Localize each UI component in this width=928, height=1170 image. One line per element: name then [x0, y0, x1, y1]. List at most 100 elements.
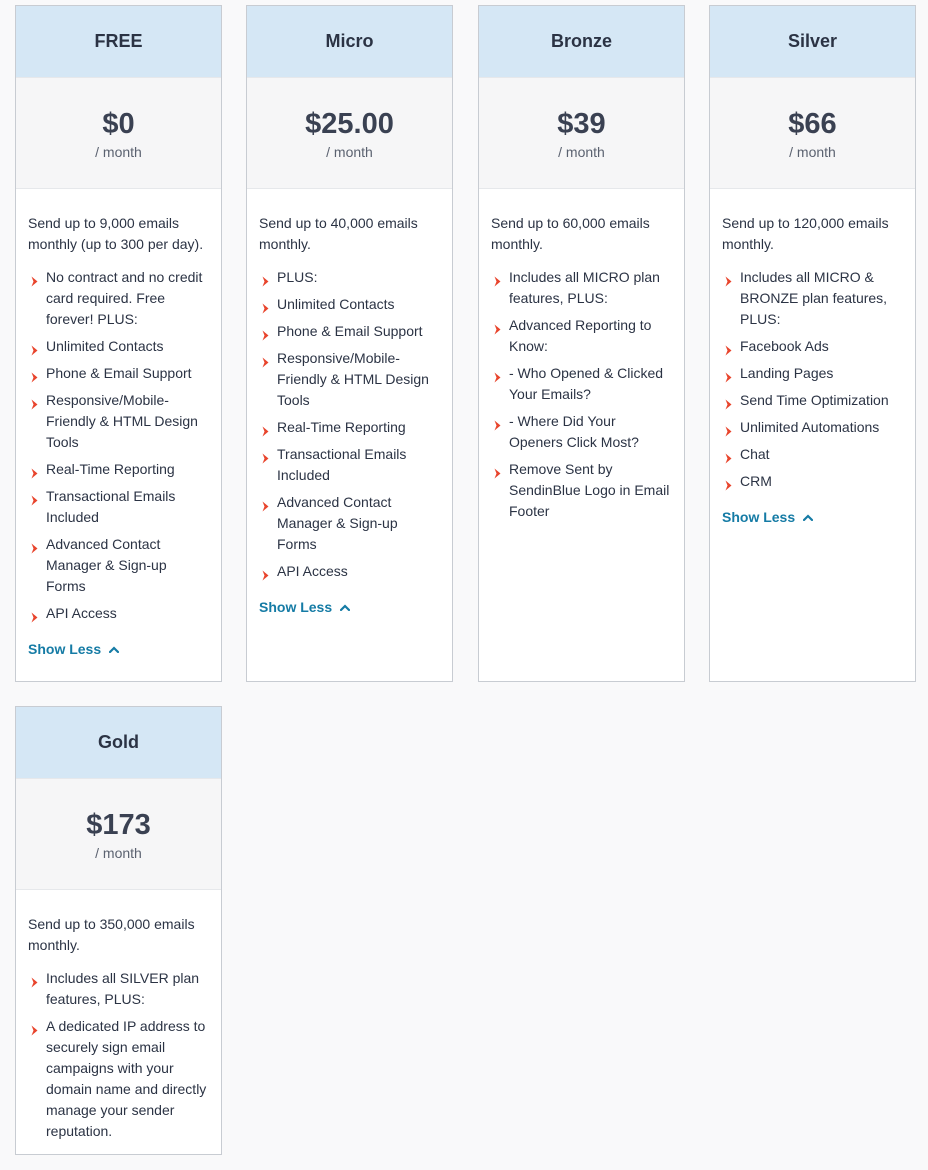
plan-summary: Send up to 60,000 emails monthly.: [491, 215, 650, 252]
chevron-right-icon: [725, 272, 732, 287]
price-box: $173 / month: [16, 778, 221, 890]
show-less-label: Show Less: [259, 599, 333, 615]
feature-text: Transactional Emails Included: [46, 488, 176, 525]
feature-list: No contract and no credit card required.…: [28, 267, 209, 624]
chevron-right-icon: [262, 272, 269, 287]
feature-text: No contract and no credit card required.…: [46, 269, 203, 327]
chevron-right-icon: [31, 368, 38, 383]
feature-item: A dedicated IP address to securely sign …: [28, 1016, 209, 1142]
chevron-right-icon: [31, 491, 38, 506]
plan-summary: Send up to 120,000 emails monthly.: [722, 215, 889, 252]
feature-text: - Where Did Your Openers Click Most?: [509, 413, 639, 450]
price-box: $25.00 / month: [247, 77, 452, 189]
feature-text: Unlimited Contacts: [277, 296, 395, 312]
chevron-right-icon: [31, 272, 38, 287]
feature-list: Includes all SILVER plan features, PLUS:…: [28, 968, 209, 1142]
price-period: / month: [789, 144, 836, 160]
chevron-right-icon: [725, 368, 732, 383]
plan-card-silver: Silver $66 / month Send up to 120,000 email…: [709, 5, 916, 682]
feature-text: CRM: [740, 473, 772, 489]
feature-item: Unlimited Contacts: [259, 294, 440, 315]
chevron-right-icon: [31, 464, 38, 479]
chevron-right-icon: [725, 476, 732, 491]
show-less-link[interactable]: Show Less: [28, 641, 120, 657]
plan-name: Bronze: [479, 6, 684, 77]
feature-text: PLUS:: [277, 269, 318, 285]
feature-text: Includes all MICRO plan features, PLUS:: [509, 269, 660, 306]
chevron-right-icon: [31, 395, 38, 410]
feature-item: PLUS:: [259, 267, 440, 288]
chevron-right-icon: [494, 320, 501, 335]
chevron-up-icon: [101, 645, 120, 653]
chevron-right-icon: [31, 539, 38, 554]
price-amount: $173: [86, 809, 151, 841]
feature-item: Includes all SILVER plan features, PLUS:: [28, 968, 209, 1010]
feature-item: Includes all MICRO & BRONZE plan feature…: [722, 267, 903, 330]
plan-details: Send up to 60,000 emails monthly. Include…: [479, 189, 684, 550]
feature-text: Real-Time Reporting: [277, 419, 406, 435]
chevron-right-icon: [262, 449, 269, 464]
feature-item: Unlimited Automations: [722, 417, 903, 438]
plan-summary: Send up to 9,000 emails monthly (up to 3…: [28, 215, 204, 252]
feature-text: Phone & Email Support: [277, 323, 423, 339]
price-period: / month: [558, 144, 605, 160]
price-box: $0 / month: [16, 77, 221, 189]
plan-card-gold: Gold $173 / month Send up to 350,000 emails…: [15, 706, 222, 1155]
feature-text: API Access: [46, 605, 117, 621]
feature-text: Unlimited Automations: [740, 419, 880, 435]
feature-item: Includes all MICRO plan features, PLUS:: [491, 267, 672, 309]
feature-text: Remove Sent by SendinBlue Logo in Email …: [509, 461, 670, 519]
plan-details: Send up to 350,000 emails monthly. Includ…: [16, 890, 221, 1170]
feature-text: Unlimited Contacts: [46, 338, 164, 354]
price-amount: $25.00: [305, 108, 394, 140]
feature-item: Unlimited Contacts: [28, 336, 209, 357]
feature-item: Send Time Optimization: [722, 390, 903, 411]
plan-summary: Send up to 40,000 emails monthly.: [259, 215, 418, 252]
feature-text: Responsive/Mobile-Friendly & HTML Design…: [277, 350, 429, 408]
chevron-right-icon: [725, 449, 732, 464]
feature-text: Facebook Ads: [740, 338, 829, 354]
show-less-link[interactable]: Show Less: [259, 599, 351, 615]
feature-item: Responsive/Mobile-Friendly & HTML Design…: [259, 348, 440, 411]
chevron-right-icon: [494, 416, 501, 431]
feature-item: API Access: [259, 561, 440, 582]
chevron-right-icon: [725, 422, 732, 437]
feature-item: Responsive/Mobile-Friendly & HTML Design…: [28, 390, 209, 453]
feature-text: Real-Time Reporting: [46, 461, 175, 477]
feature-item: No contract and no credit card required.…: [28, 267, 209, 330]
feature-item: Remove Sent by SendinBlue Logo in Email …: [491, 459, 672, 522]
chevron-right-icon: [262, 299, 269, 314]
plan-name: Gold: [16, 707, 221, 778]
feature-text: Send Time Optimization: [740, 392, 889, 408]
plan-details: Send up to 40,000 emails monthly. PLUS: Un…: [247, 189, 452, 639]
plan-name: Micro: [247, 6, 452, 77]
feature-item: Phone & Email Support: [259, 321, 440, 342]
chevron-right-icon: [262, 566, 269, 581]
price-amount: $66: [788, 108, 837, 140]
chevron-right-icon: [494, 464, 501, 479]
feature-text: Advanced Contact Manager & Sign-up Forms: [46, 536, 167, 594]
feature-item: Advanced Reporting to Know:: [491, 315, 672, 357]
feature-item: Real-Time Reporting: [28, 459, 209, 480]
price-amount: $0: [102, 108, 135, 140]
show-less-link[interactable]: Show Less: [722, 509, 814, 525]
price-amount: $39: [557, 108, 606, 140]
chevron-up-icon: [332, 603, 351, 611]
feature-list: PLUS: Unlimited Contacts Phone & Email Sup…: [259, 267, 440, 582]
chevron-right-icon: [494, 272, 501, 287]
show-less-label: Show Less: [28, 641, 102, 657]
chevron-up-icon: [795, 513, 814, 521]
plan-card-free: FREE $0 / month Send up to 9,000 emails mon…: [15, 5, 222, 682]
feature-text: Phone & Email Support: [46, 365, 192, 381]
price-box: $39 / month: [479, 77, 684, 189]
feature-item: API Access: [28, 603, 209, 624]
chevron-right-icon: [262, 497, 269, 512]
chevron-right-icon: [31, 973, 38, 988]
feature-item: Landing Pages: [722, 363, 903, 384]
feature-text: Advanced Contact Manager & Sign-up Forms: [277, 494, 398, 552]
plan-name: Silver: [710, 6, 915, 77]
price-box: $66 / month: [710, 77, 915, 189]
chevron-right-icon: [725, 341, 732, 356]
feature-item: Chat: [722, 444, 903, 465]
price-period: / month: [95, 144, 142, 160]
